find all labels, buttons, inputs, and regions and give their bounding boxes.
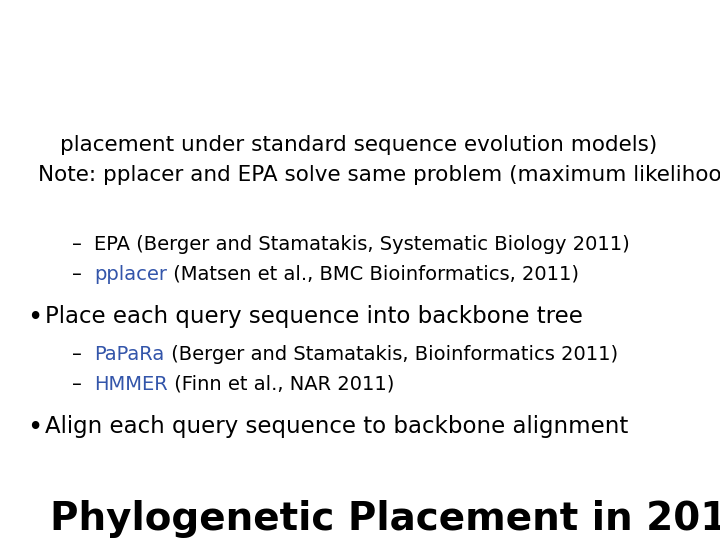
Text: –: – xyxy=(72,265,94,284)
Text: (Matsen et al., BMC Bioinformatics, 2011): (Matsen et al., BMC Bioinformatics, 2011… xyxy=(167,265,580,284)
Text: EPA (Berger and Stamatakis, Systematic Biology 2011): EPA (Berger and Stamatakis, Systematic B… xyxy=(94,235,630,254)
Text: Note: pplacer and EPA solve same problem (maximum likelihood: Note: pplacer and EPA solve same problem… xyxy=(38,165,720,185)
Text: HMMER: HMMER xyxy=(94,375,168,394)
Text: placement under standard sequence evolution models): placement under standard sequence evolut… xyxy=(60,135,657,155)
Text: (Berger and Stamatakis, Bioinformatics 2011): (Berger and Stamatakis, Bioinformatics 2… xyxy=(165,345,618,364)
Text: –: – xyxy=(72,235,94,254)
Text: pplacer: pplacer xyxy=(94,265,167,284)
Text: –: – xyxy=(72,345,94,364)
Text: PaPaRa: PaPaRa xyxy=(94,345,165,364)
Text: Align each query sequence to backbone alignment: Align each query sequence to backbone al… xyxy=(45,415,629,438)
Text: •: • xyxy=(27,305,42,331)
Text: Place each query sequence into backbone tree: Place each query sequence into backbone … xyxy=(45,305,583,328)
Text: Phylogenetic Placement in 2011: Phylogenetic Placement in 2011 xyxy=(50,500,720,538)
Text: (Finn et al., NAR 2011): (Finn et al., NAR 2011) xyxy=(168,375,395,394)
Text: –: – xyxy=(72,375,94,394)
Text: •: • xyxy=(27,415,42,441)
